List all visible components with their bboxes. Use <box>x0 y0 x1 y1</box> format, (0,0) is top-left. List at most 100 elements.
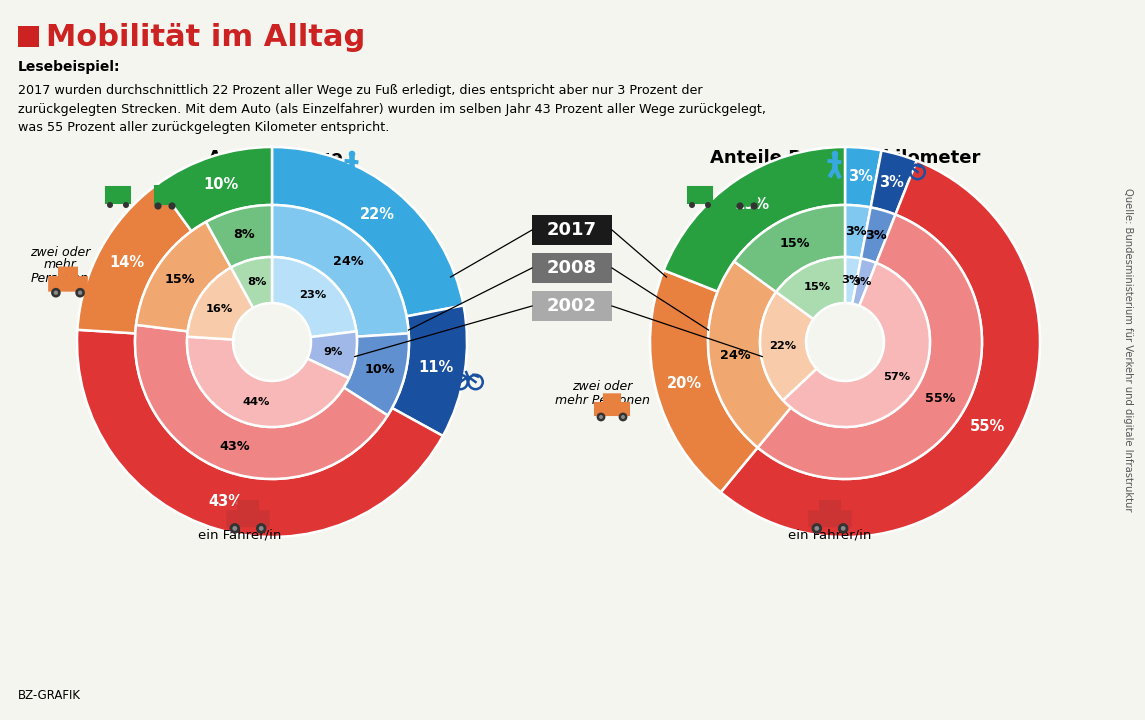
Text: Personen: Personen <box>31 271 89 284</box>
Wedge shape <box>344 333 409 415</box>
FancyBboxPatch shape <box>48 276 88 292</box>
Circle shape <box>52 288 61 297</box>
Text: Anteile Personenkilometer: Anteile Personenkilometer <box>710 149 980 167</box>
Wedge shape <box>734 205 845 292</box>
FancyBboxPatch shape <box>819 500 840 511</box>
Text: 43%: 43% <box>208 494 243 509</box>
Text: 19%: 19% <box>734 197 769 212</box>
Wedge shape <box>708 261 791 448</box>
Text: 44%: 44% <box>243 397 270 407</box>
Circle shape <box>155 202 161 210</box>
Text: 11%: 11% <box>418 361 453 375</box>
Text: 24%: 24% <box>719 349 750 362</box>
FancyBboxPatch shape <box>153 185 176 205</box>
Text: mehr: mehr <box>44 258 77 271</box>
FancyBboxPatch shape <box>594 402 630 416</box>
Text: 20%: 20% <box>666 376 702 391</box>
Text: 22%: 22% <box>361 207 395 222</box>
Text: 3%: 3% <box>845 225 867 238</box>
Wedge shape <box>758 215 982 479</box>
Text: 3%: 3% <box>866 229 886 242</box>
Circle shape <box>840 526 846 531</box>
Text: 16%: 16% <box>206 304 234 314</box>
Circle shape <box>229 523 240 534</box>
Wedge shape <box>845 257 861 304</box>
Wedge shape <box>187 337 349 427</box>
Text: 10%: 10% <box>364 363 395 376</box>
Text: 15%: 15% <box>165 273 196 286</box>
Wedge shape <box>187 268 253 340</box>
Text: BZ-GRAFIK: BZ-GRAFIK <box>18 689 81 702</box>
Text: 43%: 43% <box>219 440 250 453</box>
Text: 2017: 2017 <box>547 221 597 239</box>
Circle shape <box>106 202 113 208</box>
Wedge shape <box>231 257 273 308</box>
Text: 3%: 3% <box>853 277 872 287</box>
Circle shape <box>750 202 758 210</box>
Text: mehr Personen: mehr Personen <box>554 394 649 407</box>
Wedge shape <box>77 330 443 537</box>
Circle shape <box>814 526 819 531</box>
Bar <box>532 253 611 283</box>
Circle shape <box>736 202 743 210</box>
Text: Mobilität im Alltag: Mobilität im Alltag <box>46 22 365 52</box>
Circle shape <box>838 523 848 534</box>
Circle shape <box>259 526 263 531</box>
Text: 8%: 8% <box>234 228 255 241</box>
FancyBboxPatch shape <box>603 393 621 402</box>
Text: 55%: 55% <box>925 392 956 405</box>
FancyBboxPatch shape <box>736 185 758 205</box>
Text: 2008: 2008 <box>547 259 597 277</box>
Wedge shape <box>78 184 191 333</box>
Wedge shape <box>870 150 917 215</box>
Text: zwei oder: zwei oder <box>30 246 90 258</box>
Circle shape <box>123 202 129 208</box>
Text: ein Fahrer/in: ein Fahrer/in <box>788 528 871 541</box>
Text: Lesebeispiel:: Lesebeispiel: <box>18 60 120 74</box>
Text: 3%: 3% <box>879 175 903 190</box>
Circle shape <box>349 150 355 157</box>
Circle shape <box>689 202 695 208</box>
Wedge shape <box>852 258 876 306</box>
Text: 15%: 15% <box>780 237 810 250</box>
FancyBboxPatch shape <box>808 510 852 527</box>
Circle shape <box>232 526 237 531</box>
FancyBboxPatch shape <box>237 500 259 511</box>
Wedge shape <box>135 325 388 479</box>
Circle shape <box>831 150 838 157</box>
Circle shape <box>621 415 625 419</box>
Wedge shape <box>783 263 930 427</box>
Circle shape <box>76 288 85 297</box>
Text: 55%: 55% <box>970 419 1005 434</box>
Wedge shape <box>861 207 895 263</box>
Text: zwei oder: zwei oder <box>571 380 632 394</box>
Text: 3%: 3% <box>848 169 872 184</box>
Wedge shape <box>136 222 231 331</box>
Wedge shape <box>720 161 1040 537</box>
Circle shape <box>168 202 175 210</box>
Bar <box>18 26 39 47</box>
Circle shape <box>705 202 711 208</box>
Circle shape <box>597 413 606 421</box>
Bar <box>532 215 611 245</box>
Circle shape <box>256 523 267 534</box>
Text: 2002: 2002 <box>547 297 597 315</box>
Wedge shape <box>760 292 816 400</box>
Wedge shape <box>273 147 464 316</box>
Wedge shape <box>664 147 845 292</box>
Text: 57%: 57% <box>883 372 910 382</box>
Text: 8%: 8% <box>247 277 267 287</box>
Text: 10%: 10% <box>203 176 238 192</box>
Text: 22%: 22% <box>769 341 797 351</box>
FancyBboxPatch shape <box>105 186 131 204</box>
Text: 2017 wurden durchschnittlich 22 Prozent aller Wege zu Fuß erledigt, dies entspri: 2017 wurden durchschnittlich 22 Prozent … <box>18 84 766 134</box>
Wedge shape <box>273 205 409 337</box>
Wedge shape <box>776 257 845 319</box>
Text: 3%: 3% <box>842 275 861 285</box>
Circle shape <box>54 290 58 295</box>
Text: Quelle: Bundesministerium für Verkehr und digitale Infrastruktur: Quelle: Bundesministerium für Verkehr un… <box>1123 188 1134 512</box>
FancyBboxPatch shape <box>227 510 270 527</box>
Text: 14%: 14% <box>109 255 144 269</box>
Wedge shape <box>157 147 273 231</box>
Text: Anteile Wege: Anteile Wege <box>207 149 342 167</box>
